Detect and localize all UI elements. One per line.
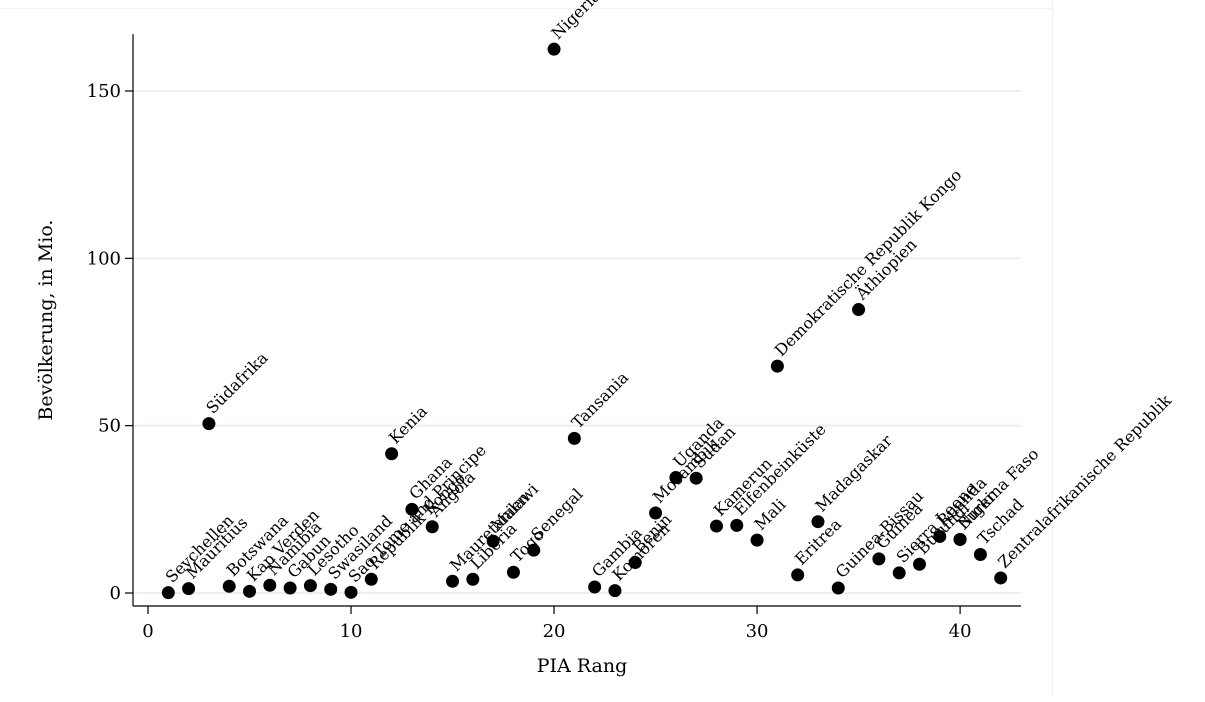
data-point bbox=[567, 431, 581, 445]
data-point bbox=[649, 506, 663, 520]
data-point bbox=[243, 584, 257, 598]
data-point bbox=[263, 578, 277, 592]
data-point bbox=[953, 532, 967, 546]
data-point bbox=[608, 584, 622, 598]
x-axis-title: PIA Rang bbox=[537, 655, 628, 677]
x-tick-label: 20 bbox=[543, 621, 566, 642]
x-tick-label: 30 bbox=[746, 621, 769, 642]
data-point bbox=[709, 519, 723, 533]
data-point bbox=[324, 582, 338, 596]
axes: 0 50 100 150 0 10 20 30 40 bbox=[87, 34, 1021, 642]
data-point bbox=[506, 565, 520, 579]
data-point bbox=[791, 568, 805, 582]
data-point bbox=[994, 571, 1008, 585]
data-point bbox=[466, 572, 480, 586]
data-point bbox=[303, 579, 317, 593]
data-point bbox=[730, 518, 744, 532]
data-point bbox=[364, 572, 378, 586]
data-point bbox=[750, 533, 764, 547]
y-tick-label: 100 bbox=[87, 248, 121, 269]
y-axis-title: Bevölkerung, in Mio. bbox=[35, 220, 57, 421]
data-point bbox=[283, 581, 297, 595]
grid-lines bbox=[133, 90, 1021, 594]
data-point bbox=[344, 585, 358, 599]
data-point bbox=[912, 557, 926, 571]
data-point bbox=[973, 548, 987, 562]
data-point bbox=[811, 515, 825, 529]
data-point bbox=[770, 359, 784, 373]
data-point bbox=[588, 580, 602, 594]
data-point bbox=[425, 520, 439, 534]
data-point bbox=[222, 579, 236, 593]
data-point bbox=[446, 574, 460, 588]
data-point bbox=[933, 529, 947, 543]
x-tick-label: 0 bbox=[142, 621, 153, 642]
data-point bbox=[831, 581, 845, 595]
data-point bbox=[892, 566, 906, 580]
data-point bbox=[161, 586, 175, 600]
data-point bbox=[628, 556, 642, 570]
data-point bbox=[852, 303, 866, 317]
x-tick-label: 10 bbox=[340, 621, 363, 642]
data-point bbox=[202, 417, 216, 431]
y-tick-label: 50 bbox=[98, 416, 121, 437]
data-point bbox=[669, 471, 683, 485]
y-tick-label: 0 bbox=[110, 583, 121, 604]
y-tick-label: 150 bbox=[87, 81, 121, 102]
data-point bbox=[405, 502, 419, 516]
data-point bbox=[547, 42, 561, 56]
data-point bbox=[527, 543, 541, 557]
data-point bbox=[689, 471, 703, 485]
data-point bbox=[486, 534, 500, 548]
data-point bbox=[872, 552, 886, 566]
x-tick-label: 40 bbox=[949, 621, 972, 642]
data-point bbox=[182, 582, 196, 596]
data-point bbox=[385, 447, 399, 461]
data-points bbox=[161, 42, 1008, 600]
